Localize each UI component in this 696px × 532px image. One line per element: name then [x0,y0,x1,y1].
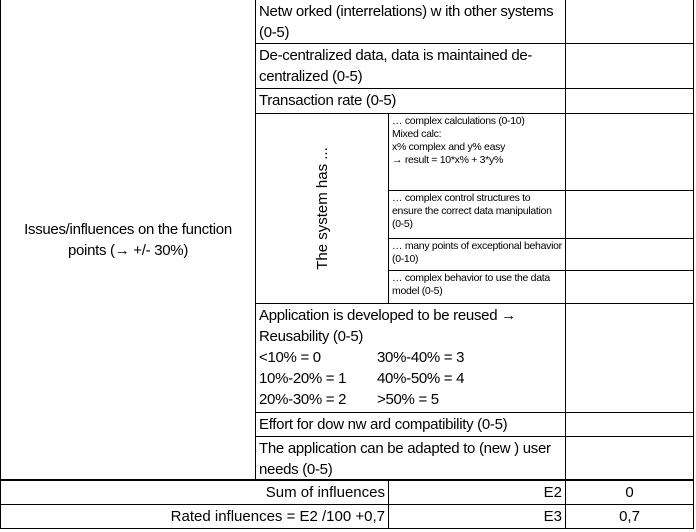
line: Reusability (0-5) [259,328,364,345]
sum-label[interactable]: Sum of influences [0,481,389,505]
scale-item: 30%-40% = 3 [377,349,465,366]
criterion-exceptional-behavior[interactable]: … many points of exceptional behavior (0… [389,239,566,271]
sum-value[interactable]: 0 [566,481,694,505]
value-adaptable[interactable] [566,437,694,480]
criterion-networked[interactable]: Netw orked (interrelations) w ith other … [256,0,566,44]
criterion-reusability[interactable]: Application is developed to be reused → … [256,304,566,413]
value-reusability[interactable] [566,304,694,413]
value-decentralized[interactable] [566,44,694,89]
criterion-decentralized[interactable]: De-centralized data, data is maintained … [256,44,566,89]
criterion-adaptable[interactable]: The application can be adapted to (new )… [256,437,566,480]
line: … complex calculations (0-10) [392,115,525,127]
divider [0,479,694,481]
value-control-structures[interactable] [566,191,694,239]
criterion-transaction-rate[interactable]: Transaction rate (0-5) [256,89,566,114]
criterion-control-structures[interactable]: … complex control structures to ensure t… [389,191,566,239]
scale-item: 40%-50% = 4 [377,370,465,387]
line: Application is developed to be reused → [259,307,516,324]
sum-cell-ref[interactable]: E2 [389,481,566,505]
influences-label: Issues/influences on the function points… [24,220,232,259]
line: x% complex and y% easy [392,141,506,153]
value-downward-compat[interactable] [566,413,694,437]
value-transaction-rate[interactable] [566,89,694,114]
rated-value[interactable]: 0,7 [566,505,694,529]
value-complex-calculations[interactable] [566,114,694,191]
value-data-model[interactable] [566,271,694,304]
system-has-label: The system has ... [313,147,331,270]
line: → result = 10*x% + 3*y% [392,154,503,166]
criterion-data-model[interactable]: … complex behavior to use the data model… [389,271,566,304]
reuse-scale: <10% = 0 30%-40% = 3 10%-20% = 1 40%-50% =… [259,347,562,410]
value-networked[interactable] [566,0,694,44]
influences-label-cell[interactable]: Issues/influences on the function points… [0,0,256,480]
line: Mixed calc: [392,128,442,140]
value-exceptional-behavior[interactable] [566,239,694,271]
system-has-cell[interactable]: The system has ... [256,114,389,304]
rated-label[interactable]: Rated influences = E2 /100 +0,7 [0,505,389,529]
criterion-downward-compat[interactable]: Effort for dow nw ard compatibility (0-5… [256,413,566,437]
rated-cell-ref[interactable]: E3 [389,505,566,529]
scale-item: >50% = 5 [377,391,439,408]
scale-item: 20%-30% = 2 [259,391,347,408]
scale-item: 10%-20% = 1 [259,370,347,387]
scale-item: <10% = 0 [259,349,321,366]
criterion-complex-calculations[interactable]: … complex calculations (0-10) Mixed calc… [389,114,566,191]
